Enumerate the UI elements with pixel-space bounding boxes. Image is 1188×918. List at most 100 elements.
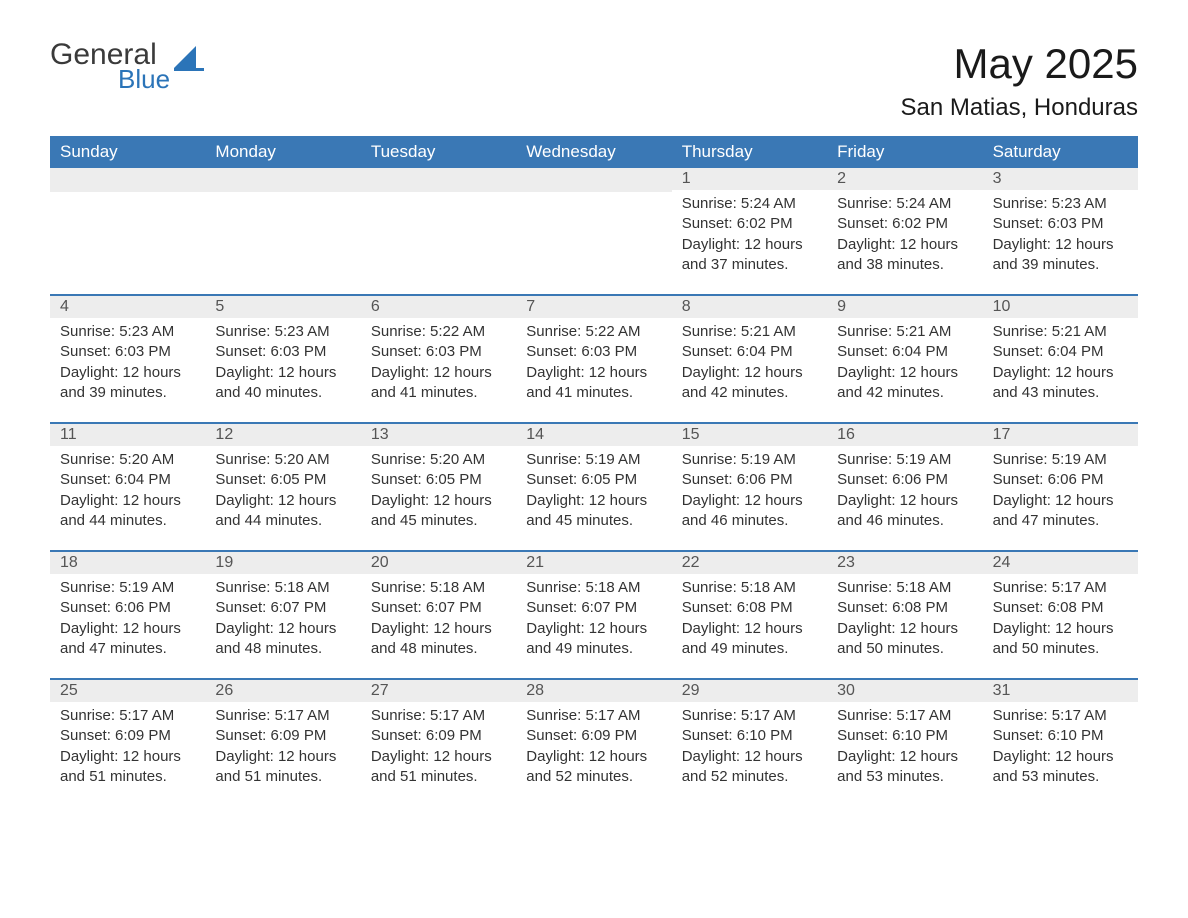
daylight-line-2: and 45 minutes. xyxy=(526,511,661,531)
sunrise-line: Sunrise: 5:17 AM xyxy=(837,706,972,726)
sunset-line: Sunset: 6:09 PM xyxy=(60,726,195,746)
day-details: Sunrise: 5:22 AMSunset: 6:03 PMDaylight:… xyxy=(516,318,671,409)
day-details: Sunrise: 5:21 AMSunset: 6:04 PMDaylight:… xyxy=(983,318,1138,409)
day-number: 11 xyxy=(50,424,205,446)
sunset-line: Sunset: 6:05 PM xyxy=(526,470,661,490)
day-number: 10 xyxy=(983,296,1138,318)
sunrise-line: Sunrise: 5:18 AM xyxy=(371,578,506,598)
day-cell: 12Sunrise: 5:20 AMSunset: 6:05 PMDayligh… xyxy=(205,424,360,550)
week-row: 11Sunrise: 5:20 AMSunset: 6:04 PMDayligh… xyxy=(50,422,1138,550)
sunset-line: Sunset: 6:02 PM xyxy=(837,214,972,234)
day-cell: 4Sunrise: 5:23 AMSunset: 6:03 PMDaylight… xyxy=(50,296,205,422)
day-details: Sunrise: 5:17 AMSunset: 6:10 PMDaylight:… xyxy=(672,702,827,793)
weeks-container: 1Sunrise: 5:24 AMSunset: 6:02 PMDaylight… xyxy=(50,168,1138,806)
sunrise-line: Sunrise: 5:21 AM xyxy=(837,322,972,342)
daylight-line-2: and 51 minutes. xyxy=(60,767,195,787)
sunrise-line: Sunrise: 5:17 AM xyxy=(526,706,661,726)
daylight-line-1: Daylight: 12 hours xyxy=(993,747,1128,767)
sunset-line: Sunset: 6:03 PM xyxy=(60,342,195,362)
daylight-line-2: and 47 minutes. xyxy=(993,511,1128,531)
sunset-line: Sunset: 6:03 PM xyxy=(993,214,1128,234)
day-cell: 26Sunrise: 5:17 AMSunset: 6:09 PMDayligh… xyxy=(205,680,360,806)
day-number: 29 xyxy=(672,680,827,702)
weekday-header: Tuesday xyxy=(361,136,516,168)
sunset-line: Sunset: 6:09 PM xyxy=(371,726,506,746)
daylight-line-2: and 43 minutes. xyxy=(993,383,1128,403)
day-details: Sunrise: 5:21 AMSunset: 6:04 PMDaylight:… xyxy=(672,318,827,409)
day-cell: 16Sunrise: 5:19 AMSunset: 6:06 PMDayligh… xyxy=(827,424,982,550)
sunset-line: Sunset: 6:04 PM xyxy=(682,342,817,362)
daylight-line-1: Daylight: 12 hours xyxy=(993,619,1128,639)
sunrise-line: Sunrise: 5:17 AM xyxy=(993,578,1128,598)
daylight-line-2: and 52 minutes. xyxy=(682,767,817,787)
day-details: Sunrise: 5:20 AMSunset: 6:04 PMDaylight:… xyxy=(50,446,205,537)
day-details: Sunrise: 5:18 AMSunset: 6:07 PMDaylight:… xyxy=(516,574,671,665)
day-number: 1 xyxy=(672,168,827,190)
day-cell: 15Sunrise: 5:19 AMSunset: 6:06 PMDayligh… xyxy=(672,424,827,550)
daylight-line-2: and 45 minutes. xyxy=(371,511,506,531)
day-cell: 28Sunrise: 5:17 AMSunset: 6:09 PMDayligh… xyxy=(516,680,671,806)
day-cell: 18Sunrise: 5:19 AMSunset: 6:06 PMDayligh… xyxy=(50,552,205,678)
sunrise-line: Sunrise: 5:20 AM xyxy=(215,450,350,470)
daylight-line-1: Daylight: 12 hours xyxy=(60,363,195,383)
sunrise-line: Sunrise: 5:20 AM xyxy=(60,450,195,470)
daylight-line-1: Daylight: 12 hours xyxy=(60,491,195,511)
day-details: Sunrise: 5:20 AMSunset: 6:05 PMDaylight:… xyxy=(205,446,360,537)
day-details: Sunrise: 5:18 AMSunset: 6:08 PMDaylight:… xyxy=(672,574,827,665)
day-cell: 7Sunrise: 5:22 AMSunset: 6:03 PMDaylight… xyxy=(516,296,671,422)
weekday-header: Monday xyxy=(205,136,360,168)
week-row: 18Sunrise: 5:19 AMSunset: 6:06 PMDayligh… xyxy=(50,550,1138,678)
sunset-line: Sunset: 6:06 PM xyxy=(837,470,972,490)
daylight-line-1: Daylight: 12 hours xyxy=(682,363,817,383)
day-number: 2 xyxy=(827,168,982,190)
sunrise-line: Sunrise: 5:19 AM xyxy=(526,450,661,470)
sunrise-line: Sunrise: 5:21 AM xyxy=(682,322,817,342)
daylight-line-1: Daylight: 12 hours xyxy=(993,235,1128,255)
daylight-line-2: and 40 minutes. xyxy=(215,383,350,403)
title-block: May 2025 San Matias, Honduras xyxy=(901,40,1138,122)
day-details: Sunrise: 5:24 AMSunset: 6:02 PMDaylight:… xyxy=(672,190,827,281)
day-number: 28 xyxy=(516,680,671,702)
day-cell: 2Sunrise: 5:24 AMSunset: 6:02 PMDaylight… xyxy=(827,168,982,294)
day-number: 20 xyxy=(361,552,516,574)
sunrise-line: Sunrise: 5:19 AM xyxy=(993,450,1128,470)
daylight-line-1: Daylight: 12 hours xyxy=(682,235,817,255)
day-cell: 19Sunrise: 5:18 AMSunset: 6:07 PMDayligh… xyxy=(205,552,360,678)
day-cell: 25Sunrise: 5:17 AMSunset: 6:09 PMDayligh… xyxy=(50,680,205,806)
day-number: 9 xyxy=(827,296,982,318)
sunset-line: Sunset: 6:04 PM xyxy=(60,470,195,490)
day-cell: 30Sunrise: 5:17 AMSunset: 6:10 PMDayligh… xyxy=(827,680,982,806)
sunrise-line: Sunrise: 5:23 AM xyxy=(60,322,195,342)
sunset-line: Sunset: 6:04 PM xyxy=(993,342,1128,362)
day-details: Sunrise: 5:19 AMSunset: 6:06 PMDaylight:… xyxy=(827,446,982,537)
weekday-header-row: SundayMondayTuesdayWednesdayThursdayFrid… xyxy=(50,136,1138,168)
location-subtitle: San Matias, Honduras xyxy=(901,94,1138,122)
sunrise-line: Sunrise: 5:17 AM xyxy=(371,706,506,726)
day-number: 24 xyxy=(983,552,1138,574)
day-number: 18 xyxy=(50,552,205,574)
day-details: Sunrise: 5:19 AMSunset: 6:06 PMDaylight:… xyxy=(983,446,1138,537)
day-number: 23 xyxy=(827,552,982,574)
day-details: Sunrise: 5:17 AMSunset: 6:10 PMDaylight:… xyxy=(827,702,982,793)
daylight-line-2: and 38 minutes. xyxy=(837,255,972,275)
day-number: 3 xyxy=(983,168,1138,190)
day-cell: 3Sunrise: 5:23 AMSunset: 6:03 PMDaylight… xyxy=(983,168,1138,294)
sunset-line: Sunset: 6:09 PM xyxy=(215,726,350,746)
daylight-line-2: and 42 minutes. xyxy=(682,383,817,403)
daylight-line-1: Daylight: 12 hours xyxy=(60,619,195,639)
daylight-line-2: and 53 minutes. xyxy=(837,767,972,787)
sunset-line: Sunset: 6:09 PM xyxy=(526,726,661,746)
daylight-line-2: and 49 minutes. xyxy=(682,639,817,659)
sunrise-line: Sunrise: 5:24 AM xyxy=(682,194,817,214)
day-cell: 11Sunrise: 5:20 AMSunset: 6:04 PMDayligh… xyxy=(50,424,205,550)
day-cell: 29Sunrise: 5:17 AMSunset: 6:10 PMDayligh… xyxy=(672,680,827,806)
daylight-line-1: Daylight: 12 hours xyxy=(837,747,972,767)
empty-day-bar xyxy=(361,168,516,192)
daylight-line-2: and 37 minutes. xyxy=(682,255,817,275)
day-details: Sunrise: 5:23 AMSunset: 6:03 PMDaylight:… xyxy=(205,318,360,409)
sunrise-line: Sunrise: 5:17 AM xyxy=(215,706,350,726)
daylight-line-2: and 42 minutes. xyxy=(837,383,972,403)
daylight-line-1: Daylight: 12 hours xyxy=(215,619,350,639)
week-row: 25Sunrise: 5:17 AMSunset: 6:09 PMDayligh… xyxy=(50,678,1138,806)
day-cell: 23Sunrise: 5:18 AMSunset: 6:08 PMDayligh… xyxy=(827,552,982,678)
